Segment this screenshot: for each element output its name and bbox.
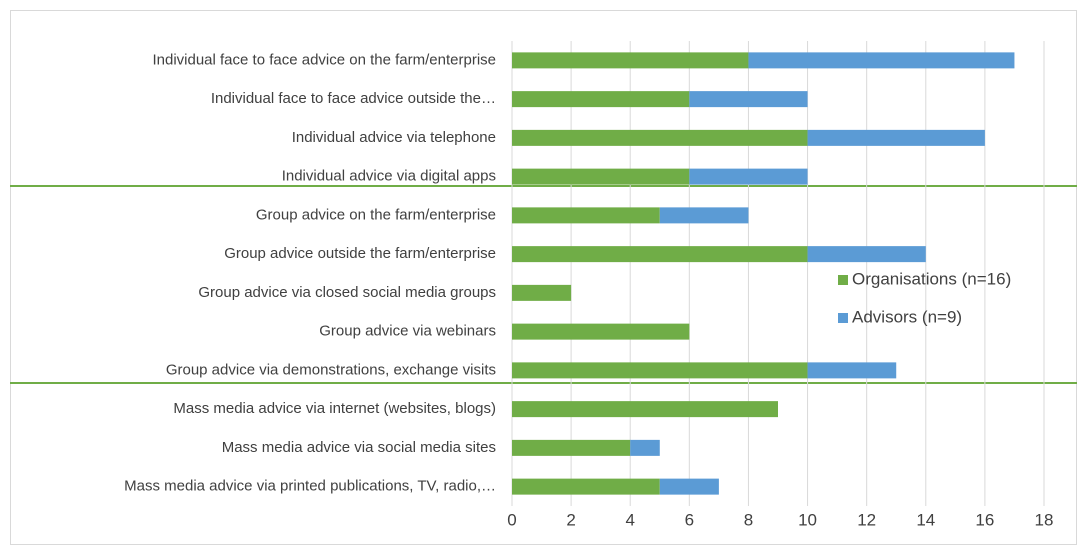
x-tick-label: 4 xyxy=(625,510,634,529)
bar-segment xyxy=(512,91,690,108)
x-tick-label: 14 xyxy=(916,510,935,529)
bar-segment xyxy=(659,478,719,495)
bar-segment xyxy=(512,168,690,185)
bar-segment xyxy=(807,362,897,379)
x-tick-label: 18 xyxy=(1035,510,1054,529)
bar-segment xyxy=(748,52,1015,69)
bar-segment xyxy=(512,439,631,456)
bar-segment xyxy=(512,284,572,301)
bar-segment xyxy=(630,439,660,456)
x-tick-label: 6 xyxy=(685,510,694,529)
y-tick-label: Individual advice via digital apps xyxy=(282,168,496,185)
bar-segment xyxy=(512,52,749,69)
legend-swatch xyxy=(838,313,848,323)
y-tick-label: Group advice via webinars xyxy=(319,323,496,340)
bar-segment xyxy=(512,207,660,224)
y-tick-label: Group advice outside the farm/enterprise xyxy=(224,245,496,262)
y-tick-label: Mass media advice via social media sites xyxy=(222,439,496,456)
y-tick-label: Individual advice via telephone xyxy=(292,129,496,146)
bar-segment xyxy=(807,129,985,146)
bar-segment xyxy=(689,168,808,185)
bar-segment xyxy=(659,207,749,224)
y-tick-label: Mass media advice via printed publicatio… xyxy=(124,478,496,495)
bar-segment xyxy=(512,401,778,418)
bar-segment xyxy=(512,478,660,495)
x-tick-label: 8 xyxy=(744,510,753,529)
bar-segment xyxy=(512,246,808,263)
legend-label: Organisations (n=16) xyxy=(852,269,1011,288)
legend-label: Advisors (n=9) xyxy=(852,307,962,326)
x-tick-label: 2 xyxy=(566,510,575,529)
x-tick-label: 0 xyxy=(507,510,516,529)
bar-segment xyxy=(512,362,808,379)
y-tick-label: Mass media advice via internet (websites… xyxy=(173,400,496,417)
bar-segment xyxy=(512,129,808,146)
y-tick-label: Individual face to face advice outside t… xyxy=(211,90,496,107)
y-tick-label: Individual face to face advice on the fa… xyxy=(152,51,496,68)
bar-segment xyxy=(689,91,808,108)
x-tick-label: 12 xyxy=(857,510,876,529)
y-tick-label: Group advice via closed social media gro… xyxy=(198,284,496,301)
y-tick-label: Group advice via demonstrations, exchang… xyxy=(166,361,496,378)
x-tick-label: 16 xyxy=(975,510,994,529)
y-tick-label: Group advice on the farm/enterprise xyxy=(256,206,496,223)
bar-segment xyxy=(512,323,690,340)
legend-swatch xyxy=(838,275,848,285)
x-tick-label: 10 xyxy=(798,510,817,529)
bar-segment xyxy=(807,246,926,263)
